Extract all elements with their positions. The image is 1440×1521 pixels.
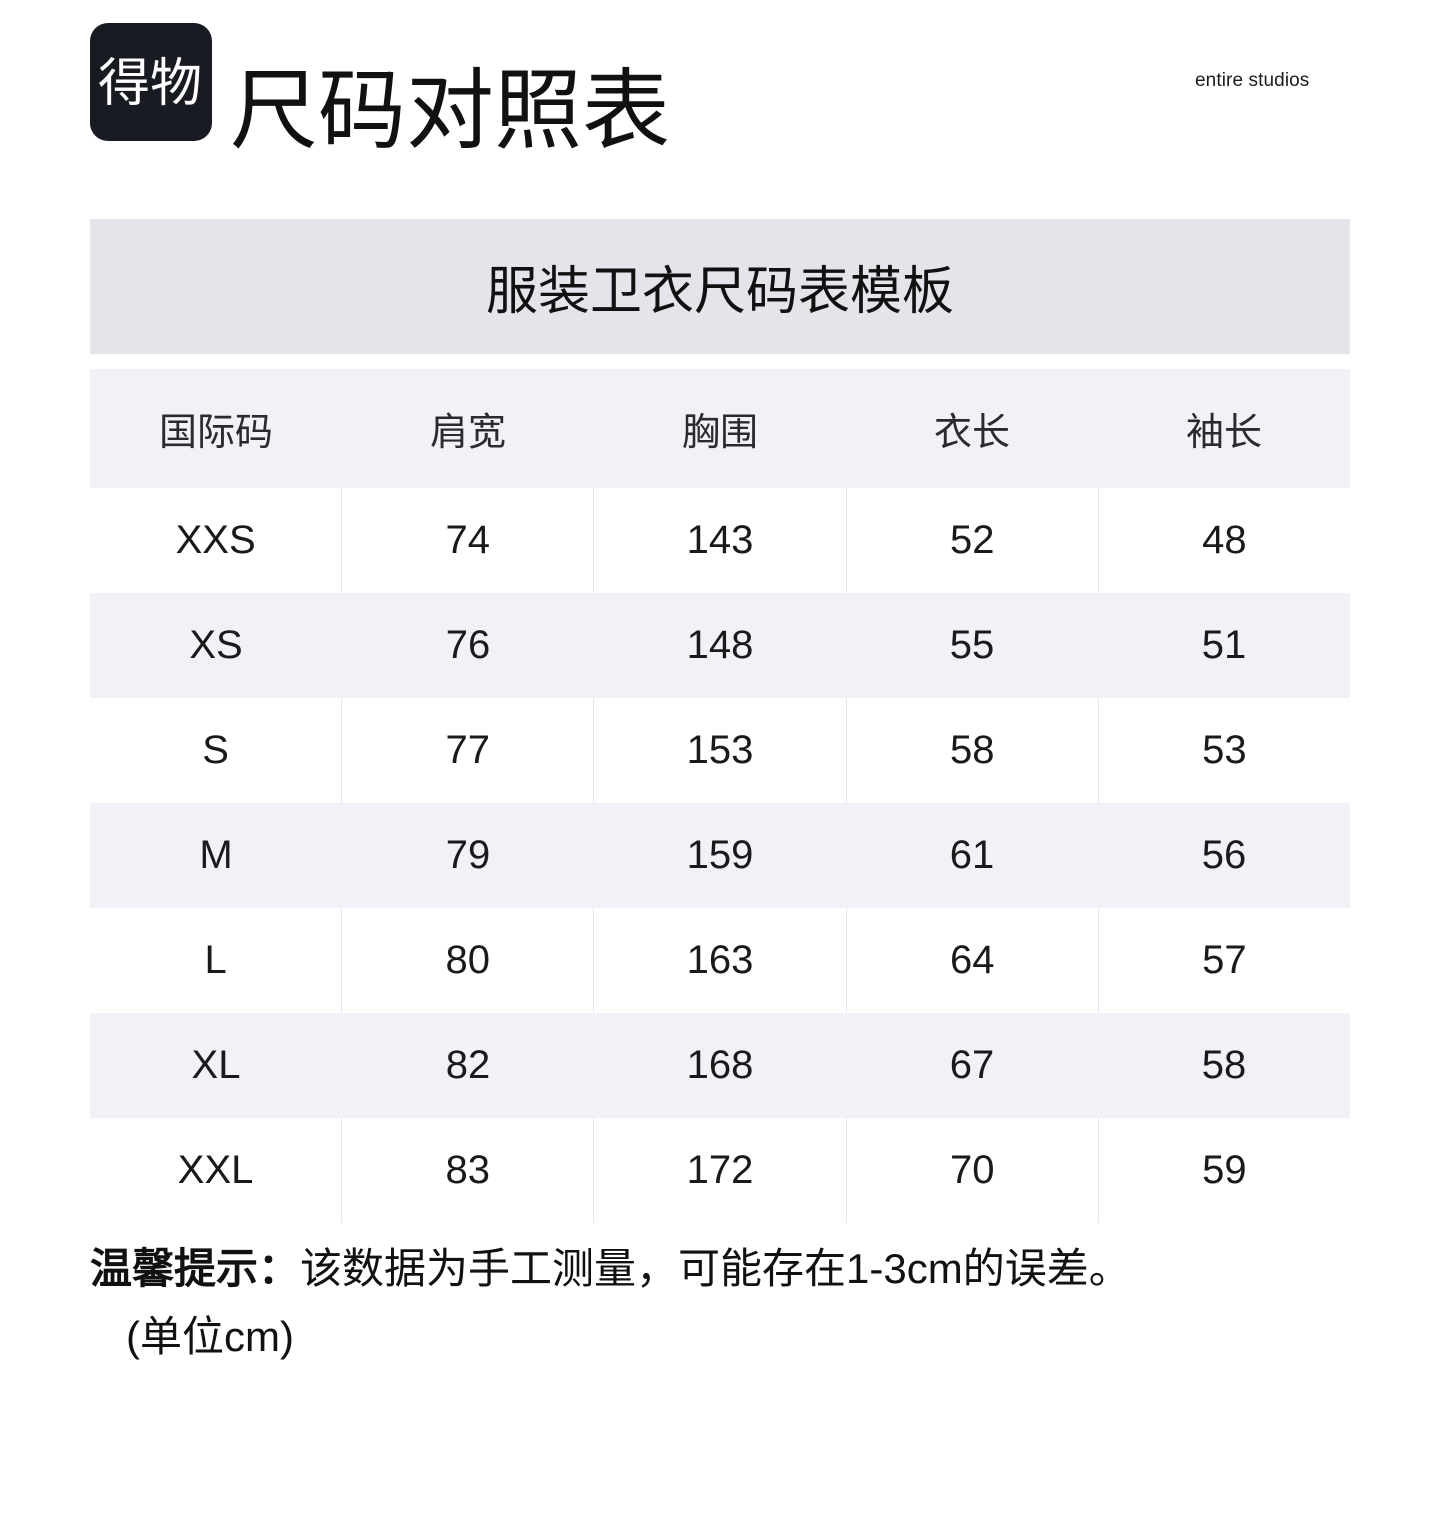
svg-text:得物: 得物 (98, 55, 202, 113)
